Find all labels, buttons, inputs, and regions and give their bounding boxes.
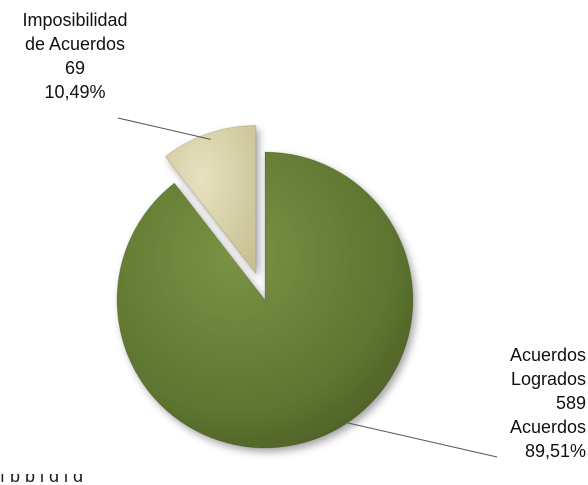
- slice-label-imposibilidad: Imposibilidad de Acuerdos 69 10,49%: [0, 8, 150, 104]
- cut-off-caption-text: f b b l d l d: [0, 474, 84, 485]
- slice-label-line2: de Acuerdos: [24, 34, 126, 54]
- slice-label-acuerdos-logrados: Acuerdos Logrados 589 Acuerdos 89,51%: [480, 343, 586, 463]
- slice-value: 589: [555, 393, 586, 413]
- slice-label-line1: Acuerdos: [509, 345, 586, 365]
- pie-slice-imposibilidad: [164, 125, 257, 275]
- slice-percent: 89,51%: [524, 441, 586, 461]
- leader-line-acuerdos-logrados: [347, 422, 498, 458]
- pie-slice-acuerdos-logrados: [116, 151, 414, 449]
- slice-percent: 10,49%: [44, 82, 106, 102]
- slice-unit: Acuerdos: [509, 417, 586, 437]
- slice-label-line2: Logrados: [510, 369, 586, 389]
- slice-value: 69: [64, 58, 86, 78]
- leader-line-imposibilidad: [117, 117, 211, 140]
- cut-off-caption: f b b l d l d: [0, 474, 400, 485]
- slice-label-line1: Imposibilidad: [22, 10, 128, 30]
